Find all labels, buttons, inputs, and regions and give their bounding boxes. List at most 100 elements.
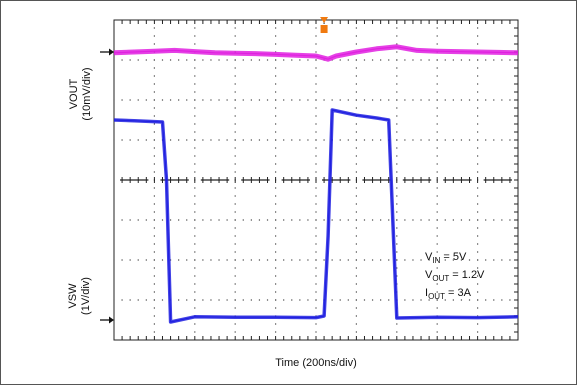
grid-dot [380,59,382,61]
grid-dot [323,139,325,141]
grid-dot [315,139,317,141]
grid-dot [194,251,196,253]
grid-dot [396,131,398,133]
grid-dot [501,299,503,301]
grid-dot [355,259,357,261]
grid-dot [396,147,398,149]
grid-dot [460,99,463,101]
grid-dot [226,99,228,101]
grid-dot [371,99,374,101]
grid-dot [234,267,236,269]
grid-dot [226,259,228,261]
grid-dot [396,331,398,333]
grid-dot [477,267,479,269]
grid-dot [234,35,236,37]
grid-dot [460,219,463,221]
grid-dot [468,99,471,101]
grid-dot [477,291,479,293]
grid-dot [355,35,357,37]
grid-dot [477,163,479,165]
grid-dot [477,43,479,45]
grid-dot [194,267,196,269]
graticule [113,19,519,341]
grid-dot [161,59,164,61]
vout-trace [113,44,519,62]
grid-dot [169,139,172,141]
grid-dot [194,147,196,149]
grid-dot [477,35,479,37]
grid-dot [161,259,164,261]
grid-dot [153,259,155,261]
grid-dot [460,139,463,141]
grid-dot [234,123,236,125]
grid-dot [315,331,317,333]
grid-dot [436,203,438,205]
grid-dot [444,99,446,101]
grid-dot [355,291,357,293]
grid-dot [250,59,252,61]
grid-dot [477,211,479,213]
grid-dot [355,131,357,133]
grid-dot [485,59,487,61]
grid-dot [315,131,317,133]
grid-dot [436,267,438,269]
grid-dot [388,99,390,101]
grid-dot [412,259,414,261]
grid-dot [202,99,204,101]
grid-dot [452,99,454,101]
grid-dot [420,259,422,261]
grid-dot [315,219,317,221]
vout-scale: (10mV/div) [81,67,93,121]
grid-dot [153,307,155,309]
grid-dot [121,99,123,101]
grid-dot [194,291,196,293]
grid-dot [436,163,438,165]
grid-dot [137,59,139,61]
grid-dot [275,291,277,293]
grid-dot [477,227,479,229]
grid-dot [355,331,357,333]
channel-markers [100,17,329,324]
grid-dot [396,323,398,325]
grid-dot [275,75,277,77]
grid-dot [307,99,309,101]
grid-dot [194,163,196,165]
grid-dot [436,195,438,197]
grid-dot [404,59,406,61]
grid-dot [388,59,390,61]
grid-dot [299,299,301,301]
grid-dot [153,123,155,125]
grid-dot [355,75,357,77]
grid-dot [323,219,325,221]
grid-dot [380,299,382,301]
grid-dot [355,211,357,213]
grid-dot [153,131,155,133]
grid-dot [275,299,277,301]
grid-dot [396,99,398,101]
grid-dot [234,307,236,309]
grid-dot [477,323,479,325]
grid-dot [436,251,438,253]
grid-dot [194,75,196,77]
grid-dot [468,299,471,301]
grid-dot [275,163,277,165]
grid-dot [396,43,398,45]
grid-dot [436,107,438,109]
grid-dot [234,147,236,149]
grid-dot [153,147,155,149]
grid-dot [436,291,438,293]
grid-dot [477,243,479,245]
grid-dot [283,59,285,61]
grid-dot [194,283,196,285]
grid-dot [194,307,196,309]
grid-dot [355,283,357,285]
grid-dot [396,123,398,125]
grid-dot [363,59,366,61]
grid-dot [194,139,196,141]
grid-dot [250,139,252,141]
grid-dot [218,99,220,101]
grid-dot [355,195,357,197]
grid-dot [428,259,430,261]
grid-dot [234,131,236,133]
grid-dot [315,59,317,61]
